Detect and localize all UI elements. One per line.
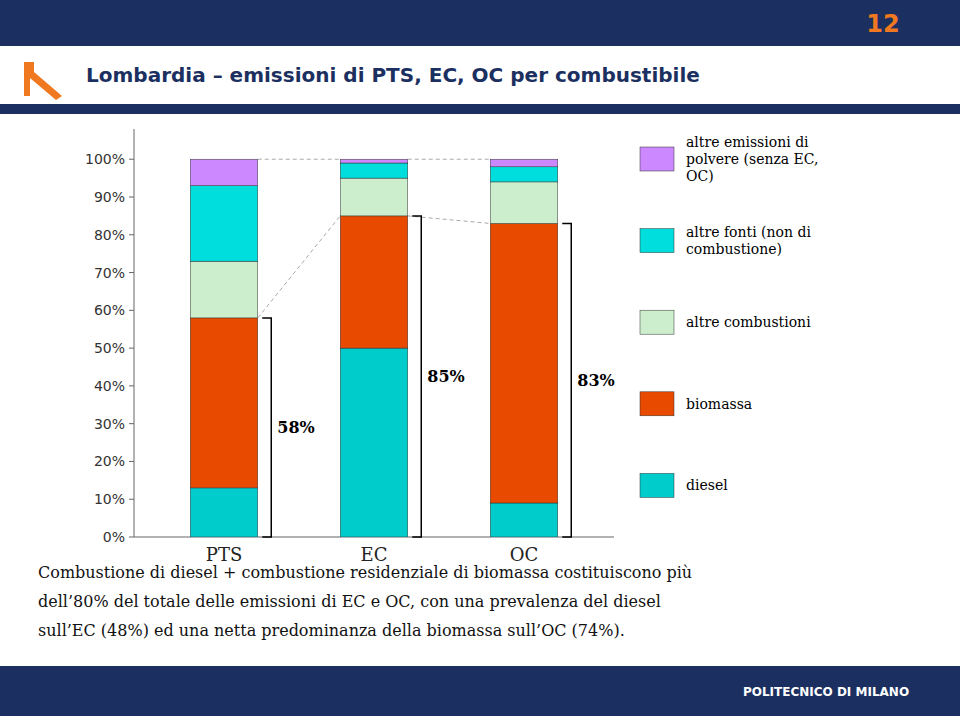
- bracket: [412, 216, 421, 537]
- y-tick: [129, 499, 134, 500]
- slide: Lombardia – emissioni di PTS, EC, OC per…: [0, 0, 960, 716]
- y-tick: [129, 310, 134, 311]
- y-tick: [129, 159, 134, 160]
- legend-swatch: [640, 473, 674, 497]
- footer-text: Combustione di diesel + combustione resi…: [38, 563, 692, 582]
- bar-segment: [190, 186, 258, 262]
- legend-swatch: [640, 229, 674, 253]
- y-tick: [129, 461, 134, 462]
- legend-label-line: altre emissioni di: [686, 134, 809, 150]
- y-tick: [129, 423, 134, 424]
- bar-segment: [490, 182, 558, 224]
- footer-text: dell’80% del totale delle emissioni di E…: [38, 592, 661, 611]
- connector: [258, 216, 341, 318]
- connector: [408, 159, 491, 160]
- y-tick-label: 80%: [94, 227, 125, 243]
- y-tick-label: 50%: [94, 340, 125, 356]
- y-tick: [129, 272, 134, 273]
- bar-segment: [190, 318, 258, 488]
- bar-segment: [340, 163, 408, 178]
- logo-mark: [24, 62, 62, 100]
- bracket-label: 85%: [427, 367, 464, 386]
- title: Lombardia – emissioni di PTS, EC, OC per…: [86, 63, 700, 87]
- bar-segment: [190, 261, 258, 318]
- legend-label-line: OC): [686, 168, 714, 184]
- brand: POLITECNICO DI MILANO: [743, 685, 909, 699]
- legend-label: altre emissioni dipolvere (senza EC,OC): [686, 134, 819, 184]
- bar-segment: [190, 159, 258, 185]
- y-tick-label: 60%: [94, 302, 125, 318]
- x-tick-label: PTS: [206, 544, 242, 565]
- bracket: [562, 223, 571, 537]
- bracket-label: 58%: [277, 418, 314, 437]
- bar-segment: [490, 167, 558, 182]
- y-tick: [129, 197, 134, 198]
- bar-segment: [340, 216, 408, 348]
- legend-swatch: [640, 392, 674, 416]
- y-tick-label: 70%: [94, 265, 125, 281]
- legend: altre emissioni dipolvere (senza EC,OC)a…: [640, 134, 819, 497]
- bar-segment: [490, 159, 558, 167]
- legend-label-line: altre combustioni: [686, 314, 811, 330]
- y-tick: [129, 385, 134, 386]
- legend-label: altre fonti (non dicombustione): [686, 224, 811, 257]
- legend-swatch: [640, 310, 674, 334]
- bar-segment: [340, 348, 408, 537]
- y-tick: [129, 537, 134, 538]
- header-strip: [0, 0, 960, 46]
- y-axis: [134, 129, 135, 537]
- connector: [408, 216, 491, 224]
- legend-swatch: [640, 147, 674, 171]
- footer-bar: [0, 666, 960, 716]
- bracket: [262, 318, 271, 537]
- y-tick-label: 40%: [94, 378, 125, 394]
- bar-segment: [490, 223, 558, 503]
- bar-segment: [340, 159, 408, 163]
- y-tick-label: 100%: [85, 151, 125, 167]
- header-rule: [0, 104, 960, 114]
- bars: [190, 159, 558, 537]
- connectors: [258, 159, 491, 537]
- y-tick-label: 0%: [103, 529, 125, 545]
- legend-label: altre combustioni: [686, 314, 811, 330]
- y-tick: [129, 234, 134, 235]
- bar-segment: [490, 503, 558, 537]
- brackets: 58% 85% 83%: [262, 216, 614, 537]
- legend-label-line: combustione): [686, 241, 782, 257]
- slide-number: 12: [866, 10, 899, 38]
- x-tick-label: OC: [510, 544, 539, 565]
- legend-label-line: altre fonti (non di: [686, 224, 811, 240]
- legend-label-line: polvere (senza EC,: [686, 151, 819, 167]
- y-tick-label: 90%: [94, 189, 125, 205]
- y-tick-label: 30%: [94, 416, 125, 432]
- axes: 0% 10% 20% 30% 40% 50% 60% 70% 80% 90% 100% PTS EC OC: [85, 129, 614, 565]
- y-tick-label: 10%: [94, 491, 125, 507]
- legend-label-line: biomassa: [686, 396, 752, 412]
- y-tick: [129, 348, 134, 349]
- bar-segment: [340, 178, 408, 216]
- connector: [258, 159, 341, 160]
- bracket-label: 83%: [577, 371, 614, 390]
- legend-label: biomassa: [686, 396, 752, 412]
- x-tick-label: EC: [361, 544, 388, 565]
- legend-label: diesel: [686, 477, 728, 493]
- footer-text: sull’EC (48%) ed una netta predominanza …: [38, 621, 625, 640]
- bar-segment: [190, 488, 258, 537]
- y-tick-label: 20%: [94, 453, 125, 469]
- legend-label-line: diesel: [686, 477, 728, 493]
